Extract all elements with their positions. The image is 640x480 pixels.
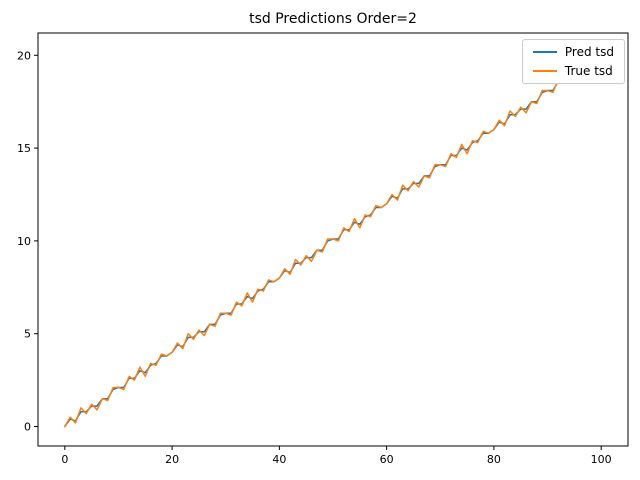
- x-tick-label: 100: [591, 453, 612, 466]
- true-tsd-line: [64, 56, 597, 428]
- y-tick-label: 10: [17, 235, 31, 248]
- chart-title: tsd Predictions Order=2: [249, 11, 417, 27]
- y-tick-label: 15: [17, 142, 31, 155]
- axes-frame: [37, 32, 629, 447]
- x-tick-label: 80: [487, 453, 501, 466]
- legend-line-swatch: [532, 70, 557, 72]
- y-tick-label: 0: [24, 421, 31, 434]
- x-tick-label: 60: [380, 453, 394, 466]
- legend-entry-true-tsd: True tsd: [532, 64, 614, 78]
- legend: Pred tsd True tsd: [521, 39, 625, 84]
- legend-entry-pred-tsd: Pred tsd: [532, 45, 614, 59]
- y-tick-label: 5: [24, 328, 31, 341]
- legend-line-swatch: [532, 51, 557, 53]
- x-tick-label: 40: [272, 453, 286, 466]
- x-tick-label: 0: [61, 453, 68, 466]
- y-tick-label: 20: [17, 49, 31, 62]
- legend-label: Pred tsd: [564, 45, 614, 59]
- x-tick-label: 20: [165, 453, 179, 466]
- legend-label: True tsd: [564, 64, 613, 78]
